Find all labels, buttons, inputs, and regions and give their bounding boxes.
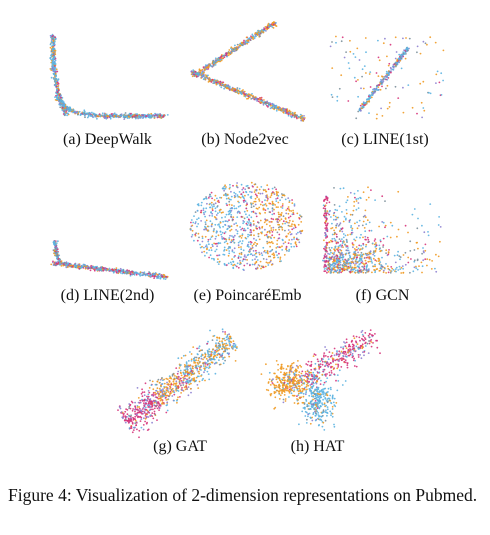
scatter-plot-gat	[117, 328, 238, 439]
subfigure-caption-line1: (c) LINE(1st)	[341, 131, 429, 148]
figure-caption: Figure 4: Visualization of 2-dimension r…	[8, 485, 478, 505]
scatter-plot-poincare	[189, 181, 304, 271]
panel-line1: (c) LINE(1st)	[320, 30, 450, 160]
panel-hat: (h) HAT	[255, 329, 381, 465]
subfigure-caption-line2: (d) LINE(2nd)	[60, 287, 155, 304]
subfigure-caption-gcn: (f) GCN	[355, 287, 410, 304]
scatter-plot-gcn	[322, 186, 442, 274]
scatter-plot-node2vec	[190, 21, 306, 122]
subfigure-caption-poincare: (e) PoincaréEmb	[193, 287, 302, 304]
panel-poincare: (e) PoincaréEmb	[185, 178, 310, 310]
subfigure-caption-deepwalk: (a) DeepWalk	[63, 131, 152, 148]
scatter-plot-hat	[260, 329, 381, 431]
scatter-plot-line1	[329, 35, 445, 120]
panel-node2vec: (b) Node2vec	[180, 20, 310, 160]
scatter-plot-line2	[50, 240, 169, 280]
subfigure-caption-node2vec: (b) Node2vec	[201, 131, 289, 148]
subfigure-caption-hat: (h) HAT	[290, 438, 345, 455]
panel-gat: (g) GAT	[115, 328, 245, 465]
scatter-plot-deepwalk	[49, 33, 169, 120]
panel-deepwalk: (a) DeepWalk	[45, 30, 170, 160]
panel-gcn: (f) GCN	[320, 185, 445, 310]
panel-line2: (d) LINE(2nd)	[45, 225, 170, 310]
subfigure-caption-gat: (g) GAT	[153, 438, 207, 455]
